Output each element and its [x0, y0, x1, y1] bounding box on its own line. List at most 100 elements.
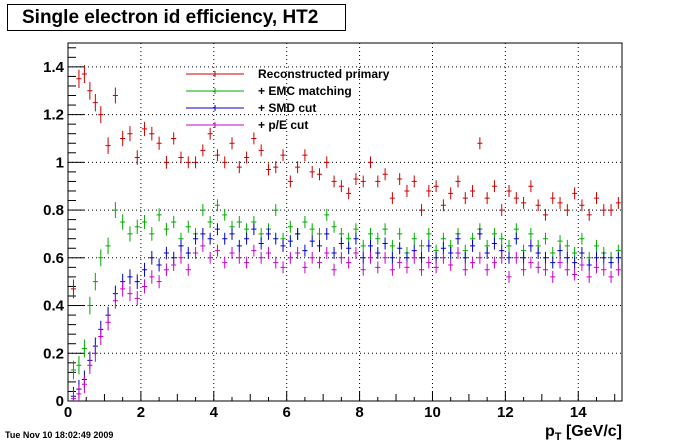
data-point [411, 175, 417, 188]
data-point [120, 281, 126, 297]
data-point [214, 199, 220, 212]
data-point [455, 232, 461, 245]
data-point [163, 246, 169, 260]
data-point [222, 256, 228, 269]
tick-labels: 0 2 4 6 8 10 12 14 0 0.2 0.4 0.6 0.8 1 1.2 1.4 [43, 59, 587, 421]
y-tick-label: 1.4 [43, 59, 65, 76]
data-point [265, 247, 272, 259]
data-point [470, 239, 476, 252]
data-point [470, 256, 476, 269]
data-point [564, 263, 570, 276]
data-point [156, 208, 162, 222]
data-point [324, 156, 330, 169]
data-point [149, 250, 155, 265]
x-tick-label: 0 [64, 404, 72, 421]
x-axis-title-main: p [545, 423, 555, 440]
data-point [521, 196, 527, 209]
data-point [615, 196, 621, 209]
data-point [229, 137, 235, 150]
y-tick-label: 0 [56, 393, 64, 410]
data-point [258, 251, 264, 264]
y-tick-label: 0.4 [43, 298, 65, 315]
data-point [214, 223, 220, 236]
data-point [178, 151, 184, 164]
data-point [586, 270, 592, 283]
data-point [105, 237, 111, 255]
data-point [338, 251, 344, 264]
data-point [572, 268, 578, 281]
x-tick-label: 2 [137, 404, 145, 421]
x-tick-label: 4 [210, 404, 219, 421]
data-point [477, 227, 483, 240]
data-point [87, 81, 93, 100]
data-point [171, 258, 177, 272]
data-point [550, 192, 556, 205]
x-tick-label: 6 [283, 404, 291, 421]
data-point [193, 247, 199, 259]
data-point [389, 239, 395, 252]
data-point [76, 356, 82, 375]
data-point [331, 220, 337, 233]
data-point [528, 239, 534, 252]
data-point [608, 270, 614, 283]
data-point [397, 173, 403, 186]
data-point [70, 389, 77, 401]
data-point [70, 360, 77, 380]
data-point [601, 251, 607, 264]
data-point [207, 232, 213, 245]
data-point [418, 251, 425, 264]
data-point [360, 175, 366, 188]
data-point [506, 185, 512, 197]
data-point [440, 251, 446, 264]
data-point [491, 237, 497, 250]
data-point [557, 244, 563, 257]
data-point [433, 180, 439, 193]
data-point [564, 251, 570, 264]
data-point [163, 222, 169, 236]
data-point [528, 180, 534, 193]
data-point [353, 247, 359, 259]
data-point [222, 208, 228, 221]
data-point [346, 187, 352, 200]
data-point [462, 263, 468, 276]
data-point [557, 196, 563, 209]
data-point [156, 136, 162, 150]
data-point [593, 192, 600, 205]
data-point [513, 251, 519, 264]
data-point [426, 239, 432, 252]
series-1 [70, 199, 621, 380]
data-point [360, 263, 366, 276]
data-point [92, 94, 98, 112]
data-point [375, 247, 381, 259]
data-point [550, 270, 556, 283]
data-point [499, 204, 505, 217]
series-2 [70, 223, 621, 401]
data-point [426, 256, 432, 269]
data-point [338, 237, 344, 250]
data-point [185, 156, 191, 169]
data-point [367, 227, 374, 240]
data-point [200, 239, 206, 252]
data-point [309, 165, 315, 178]
data-point [404, 261, 410, 274]
data-point [258, 144, 264, 157]
x-tick-label: 10 [424, 404, 441, 421]
data-point [141, 262, 148, 277]
data-point [193, 156, 199, 169]
data-point [236, 216, 242, 228]
data-point [462, 192, 468, 205]
data-point [200, 204, 206, 217]
data-point [521, 263, 527, 276]
data-point [127, 269, 133, 285]
data-point [149, 227, 155, 241]
data-point [593, 261, 600, 274]
data-point [120, 130, 126, 147]
data-point [367, 239, 374, 252]
x-axis-title-subscript: T [555, 431, 562, 443]
data-point [506, 239, 512, 252]
y-tick-label: 1 [56, 154, 64, 171]
data-point [542, 208, 549, 221]
legend: Reconstructed primary + EMC matching + SMD… [186, 67, 390, 132]
data-point [331, 175, 337, 188]
